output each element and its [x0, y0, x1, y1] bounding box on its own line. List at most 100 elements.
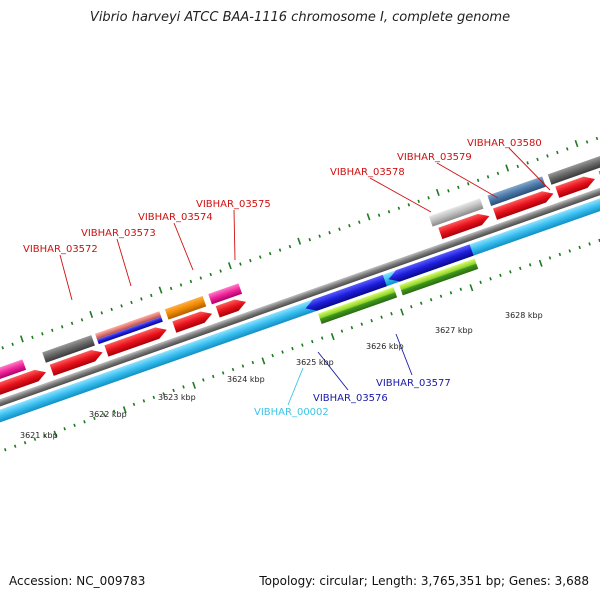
- gene-arrow[interactable]: [438, 210, 491, 240]
- major-tick: [538, 259, 543, 267]
- minor-tick: [199, 276, 203, 280]
- minor-tick: [410, 305, 413, 309]
- leader-line: [395, 333, 413, 376]
- accession-label: Accession: NC_009783: [9, 574, 146, 588]
- major-tick: [227, 262, 232, 270]
- minor-tick: [140, 297, 143, 301]
- minor-tick: [23, 441, 27, 445]
- minor-tick: [239, 262, 242, 266]
- reverse-gene-arrow[interactable]: [387, 244, 474, 285]
- gene-arrow[interactable]: [0, 367, 48, 404]
- forward-genes-upper: [0, 154, 600, 386]
- gene-block[interactable]: [487, 176, 546, 207]
- gene-label[interactable]: VIBHAR_03576: [313, 393, 388, 404]
- minor-tick: [278, 248, 282, 252]
- minor-tick: [291, 346, 294, 351]
- scale-label: 3624 kbp: [227, 375, 265, 384]
- gene-label[interactable]: VIBHAR_03577: [376, 378, 451, 389]
- minor-tick: [189, 279, 193, 284]
- minor-tick: [172, 388, 175, 393]
- gene-label[interactable]: VIBHAR_03573: [81, 228, 156, 239]
- gene-block[interactable]: [208, 283, 243, 305]
- scale-labels: 3621 kbp 3622 kbp 3623 kbp 3624 kbp 3625…: [20, 311, 543, 440]
- minor-tick: [132, 402, 136, 407]
- minor-tick: [387, 210, 391, 214]
- minor-tick: [73, 423, 76, 427]
- major-tick: [261, 357, 266, 365]
- gene-arrow[interactable]: [493, 188, 555, 220]
- gene-label[interactable]: VIBHAR_03578: [330, 167, 405, 178]
- genome-backbone: [0, 164, 600, 424]
- minor-tick: [536, 157, 539, 162]
- gene-label[interactable]: VIBHAR_03575: [196, 199, 271, 210]
- scale-label: 3623 kbp: [158, 393, 196, 402]
- minor-tick: [439, 294, 443, 298]
- minor-tick: [466, 182, 470, 186]
- minor-tick: [179, 283, 183, 287]
- minor-tick: [447, 189, 450, 193]
- gene-label[interactable]: VIBHAR_03580: [467, 138, 542, 149]
- gene-arrow[interactable]: [172, 308, 214, 333]
- gene-arrow[interactable]: [49, 347, 105, 376]
- gene-block[interactable]: [164, 295, 207, 320]
- minor-tick: [83, 420, 86, 424]
- gene-label[interactable]: VIBHAR_03579: [397, 152, 472, 163]
- minor-tick: [476, 178, 480, 183]
- gene-arrow[interactable]: [104, 324, 168, 357]
- minor-tick: [70, 321, 74, 326]
- minor-tick: [4, 448, 7, 452]
- gene-arrow[interactable]: [215, 296, 248, 318]
- gene-arrow[interactable]: [555, 173, 597, 198]
- gene-block[interactable]: [318, 287, 398, 324]
- minor-tick: [486, 175, 490, 179]
- minor-tick: [499, 273, 502, 278]
- gene-block[interactable]: [399, 258, 479, 296]
- minor-tick: [80, 318, 84, 322]
- minor-tick: [350, 325, 354, 330]
- minor-tick: [407, 203, 411, 207]
- minor-tick: [202, 378, 205, 382]
- reverse-gene-arrow[interactable]: [304, 274, 387, 314]
- minor-tick: [390, 312, 393, 316]
- minor-tick: [219, 269, 222, 273]
- major-tick: [574, 140, 579, 148]
- minor-tick: [397, 206, 401, 210]
- leader-line: [116, 238, 132, 287]
- minor-tick: [340, 329, 344, 333]
- minor-tick: [120, 304, 123, 308]
- gene-label[interactable]: VIBHAR_00002: [254, 407, 329, 418]
- minor-tick: [449, 291, 453, 295]
- gene-block[interactable]: [95, 311, 162, 340]
- major-tick: [158, 286, 163, 294]
- minor-tick: [271, 353, 274, 358]
- minor-tick: [459, 287, 463, 291]
- gene-block[interactable]: [97, 316, 163, 345]
- minor-tick: [103, 413, 106, 417]
- gene-block[interactable]: [547, 154, 600, 185]
- minor-tick: [100, 311, 104, 315]
- minor-tick: [93, 416, 96, 421]
- minor-tick: [509, 270, 512, 274]
- minor-tick: [338, 227, 341, 231]
- major-tick: [192, 381, 197, 389]
- minor-tick: [162, 392, 165, 396]
- minor-tick: [60, 325, 64, 329]
- gene-block[interactable]: [0, 359, 27, 386]
- minor-tick: [249, 258, 252, 263]
- major-tick: [505, 164, 510, 172]
- major-tick: [400, 308, 404, 316]
- gene-label[interactable]: VIBHAR_03572: [23, 244, 98, 255]
- gene-label[interactable]: VIBHAR_03574: [138, 212, 213, 223]
- major-tick: [53, 430, 58, 438]
- gene-block[interactable]: [428, 198, 484, 227]
- minor-tick: [598, 238, 600, 243]
- minor-tick: [152, 395, 156, 400]
- leader-line: [317, 351, 349, 391]
- minor-tick: [588, 242, 591, 246]
- map-frame: [0, 136, 600, 452]
- minor-tick: [268, 251, 272, 256]
- minor-tick: [417, 199, 420, 203]
- major-tick: [435, 188, 440, 196]
- gene-block[interactable]: [42, 335, 95, 363]
- minor-tick: [585, 140, 589, 144]
